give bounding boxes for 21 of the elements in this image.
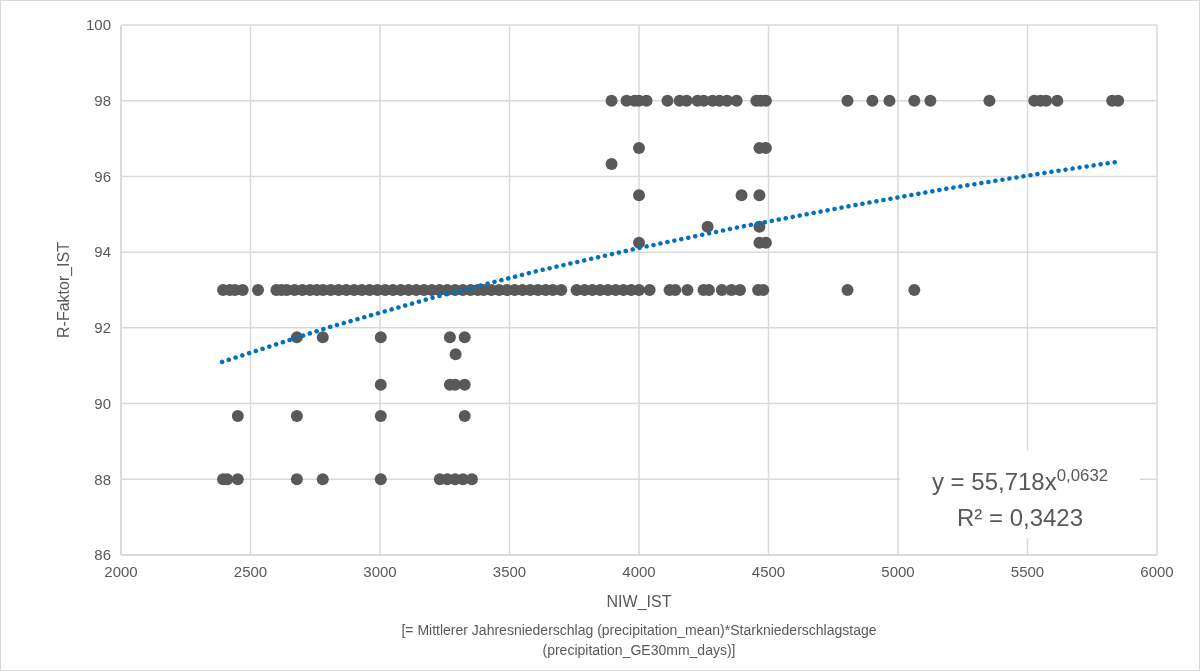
annotation: y = 55,718x$^{0,0632}$ xyxy=(931,465,1109,495)
x-tick-label: 5500 xyxy=(1010,563,1045,580)
x-tick-label: 4000 xyxy=(622,563,656,580)
y-tick-label: 86 xyxy=(94,546,111,564)
x-tick-label: 2000 xyxy=(104,563,138,580)
x-tick-label: 5000 xyxy=(881,563,915,580)
y-tick-label: 88 xyxy=(94,470,111,488)
x-tick-label: 6000 xyxy=(1140,563,1174,580)
y-tick-label: 100 xyxy=(85,16,111,34)
y-tick-label: 92 xyxy=(94,319,111,337)
x-tick-label: 2500 xyxy=(233,563,268,580)
y-axis-title: R-Faktor_IST xyxy=(55,241,73,339)
annotation: R² = 0,3423 xyxy=(956,504,1084,531)
x-tick-label: 4500 xyxy=(751,563,786,580)
y-tick-label: 90 xyxy=(94,394,111,412)
y-tick-label: 98 xyxy=(94,91,111,109)
x-tick-label: 3000 xyxy=(363,563,397,580)
y-tick-label: 94 xyxy=(94,243,111,261)
x-tick-label: 3500 xyxy=(492,563,527,580)
y-tick-label: 96 xyxy=(94,167,111,185)
x-axis-title: NIW_IST [= Mittlerer Jahresniederschlag (precipitation_mean)*Starkniederschlagstage (precipitation_GE30mm_days)] xyxy=(401,593,877,658)
